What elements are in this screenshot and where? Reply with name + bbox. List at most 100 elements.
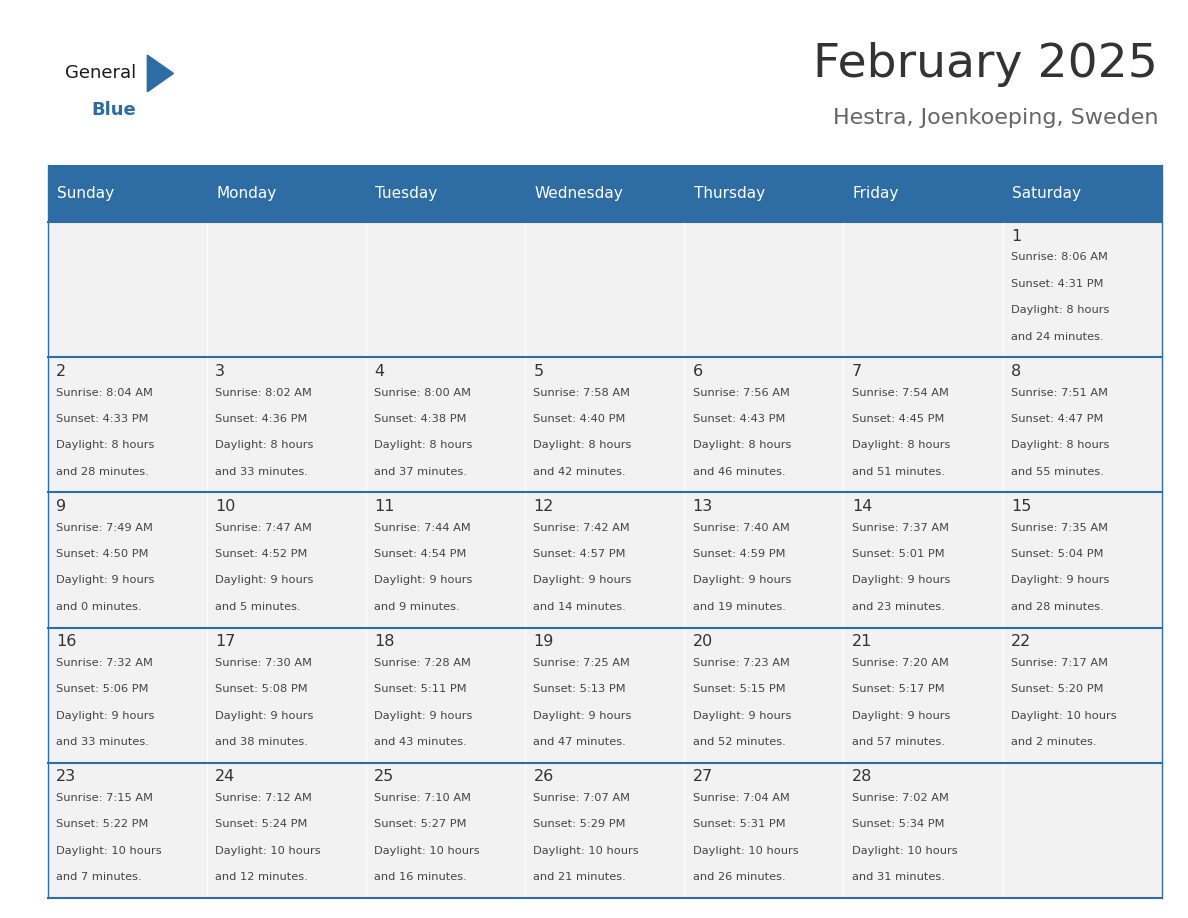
Text: Daylight: 10 hours: Daylight: 10 hours: [374, 845, 480, 856]
Text: Thursday: Thursday: [694, 186, 765, 201]
Bar: [684, 492, 843, 628]
Text: 2: 2: [56, 364, 67, 379]
Text: and 37 minutes.: and 37 minutes.: [374, 466, 467, 476]
Text: Sunrise: 7:49 AM: Sunrise: 7:49 AM: [56, 522, 153, 532]
Bar: [366, 357, 525, 492]
Text: Sunrise: 8:06 AM: Sunrise: 8:06 AM: [1011, 252, 1108, 263]
Text: Sunrise: 8:00 AM: Sunrise: 8:00 AM: [374, 387, 472, 397]
Bar: [207, 357, 366, 492]
Text: Daylight: 9 hours: Daylight: 9 hours: [56, 711, 154, 721]
Text: Sunset: 4:31 PM: Sunset: 4:31 PM: [1011, 279, 1104, 289]
Text: and 21 minutes.: and 21 minutes.: [533, 872, 626, 882]
Text: Hestra, Joenkoeping, Sweden: Hestra, Joenkoeping, Sweden: [833, 107, 1158, 128]
Text: General: General: [65, 64, 137, 83]
Bar: [366, 492, 525, 628]
Text: Sunrise: 7:10 AM: Sunrise: 7:10 AM: [374, 793, 472, 803]
Text: Daylight: 9 hours: Daylight: 9 hours: [693, 576, 791, 586]
Text: and 19 minutes.: and 19 minutes.: [693, 602, 785, 611]
Text: Daylight: 9 hours: Daylight: 9 hours: [852, 576, 950, 586]
Bar: [207, 763, 366, 898]
Text: Sunrise: 7:12 AM: Sunrise: 7:12 AM: [215, 793, 312, 803]
Text: Daylight: 10 hours: Daylight: 10 hours: [693, 845, 798, 856]
Bar: [843, 222, 1003, 357]
Text: 9: 9: [56, 498, 67, 514]
Text: and 14 minutes.: and 14 minutes.: [533, 602, 626, 611]
Text: Daylight: 9 hours: Daylight: 9 hours: [1011, 576, 1110, 586]
Text: Sunrise: 7:44 AM: Sunrise: 7:44 AM: [374, 522, 470, 532]
Bar: [525, 222, 684, 357]
Bar: [366, 165, 525, 222]
Text: 10: 10: [215, 498, 235, 514]
Text: 6: 6: [693, 364, 703, 379]
Bar: [366, 628, 525, 763]
Bar: [843, 628, 1003, 763]
Bar: [48, 628, 207, 763]
Text: Daylight: 8 hours: Daylight: 8 hours: [56, 441, 154, 451]
Text: 17: 17: [215, 634, 235, 649]
Text: Sunrise: 7:42 AM: Sunrise: 7:42 AM: [533, 522, 630, 532]
Text: and 2 minutes.: and 2 minutes.: [1011, 737, 1097, 747]
Bar: [843, 165, 1003, 222]
Text: and 5 minutes.: and 5 minutes.: [215, 602, 301, 611]
Bar: [525, 165, 684, 222]
Text: Sunrise: 7:15 AM: Sunrise: 7:15 AM: [56, 793, 153, 803]
Text: and 26 minutes.: and 26 minutes.: [693, 872, 785, 882]
Text: 28: 28: [852, 769, 872, 784]
Text: Sunset: 5:17 PM: Sunset: 5:17 PM: [852, 684, 944, 694]
Text: Daylight: 9 hours: Daylight: 9 hours: [374, 711, 473, 721]
Text: and 33 minutes.: and 33 minutes.: [215, 466, 308, 476]
Text: 27: 27: [693, 769, 713, 784]
Bar: [1003, 492, 1162, 628]
Text: Sunset: 4:43 PM: Sunset: 4:43 PM: [693, 414, 785, 424]
Text: Sunrise: 7:07 AM: Sunrise: 7:07 AM: [533, 793, 631, 803]
Text: Sunset: 4:52 PM: Sunset: 4:52 PM: [215, 549, 308, 559]
Bar: [366, 763, 525, 898]
Text: and 16 minutes.: and 16 minutes.: [374, 872, 467, 882]
Text: and 46 minutes.: and 46 minutes.: [693, 466, 785, 476]
Text: Daylight: 9 hours: Daylight: 9 hours: [693, 711, 791, 721]
Text: Sunrise: 7:37 AM: Sunrise: 7:37 AM: [852, 522, 949, 532]
Text: Sunset: 4:47 PM: Sunset: 4:47 PM: [1011, 414, 1104, 424]
Text: Daylight: 8 hours: Daylight: 8 hours: [215, 441, 314, 451]
Text: Sunset: 4:59 PM: Sunset: 4:59 PM: [693, 549, 785, 559]
Text: and 24 minutes.: and 24 minutes.: [1011, 331, 1104, 341]
Text: Sunset: 4:36 PM: Sunset: 4:36 PM: [215, 414, 308, 424]
Bar: [207, 165, 366, 222]
Bar: [843, 492, 1003, 628]
Text: 13: 13: [693, 498, 713, 514]
Bar: [48, 357, 207, 492]
Text: 11: 11: [374, 498, 394, 514]
Text: Tuesday: Tuesday: [375, 186, 437, 201]
Bar: [1003, 357, 1162, 492]
Text: Daylight: 8 hours: Daylight: 8 hours: [852, 441, 950, 451]
Bar: [48, 165, 207, 222]
Bar: [1003, 165, 1162, 222]
Text: and 38 minutes.: and 38 minutes.: [215, 737, 308, 747]
Text: Sunrise: 7:56 AM: Sunrise: 7:56 AM: [693, 387, 790, 397]
Text: Sunset: 5:34 PM: Sunset: 5:34 PM: [852, 820, 944, 829]
Bar: [684, 165, 843, 222]
Text: 7: 7: [852, 364, 862, 379]
Text: Monday: Monday: [216, 186, 277, 201]
Text: Daylight: 8 hours: Daylight: 8 hours: [1011, 305, 1110, 315]
Text: Daylight: 9 hours: Daylight: 9 hours: [374, 576, 473, 586]
Text: Sunset: 5:01 PM: Sunset: 5:01 PM: [852, 549, 944, 559]
Text: Sunset: 4:45 PM: Sunset: 4:45 PM: [852, 414, 944, 424]
Text: Sunrise: 7:58 AM: Sunrise: 7:58 AM: [533, 387, 631, 397]
Bar: [366, 222, 525, 357]
Text: and 52 minutes.: and 52 minutes.: [693, 737, 785, 747]
Text: Sunrise: 7:28 AM: Sunrise: 7:28 AM: [374, 658, 472, 667]
Text: 19: 19: [533, 634, 554, 649]
Text: Sunset: 5:22 PM: Sunset: 5:22 PM: [56, 820, 148, 829]
Text: Sunrise: 7:40 AM: Sunrise: 7:40 AM: [693, 522, 790, 532]
Text: Sunset: 5:11 PM: Sunset: 5:11 PM: [374, 684, 467, 694]
Text: Daylight: 9 hours: Daylight: 9 hours: [56, 576, 154, 586]
Text: Daylight: 9 hours: Daylight: 9 hours: [852, 711, 950, 721]
Text: Daylight: 8 hours: Daylight: 8 hours: [533, 441, 632, 451]
Text: and 55 minutes.: and 55 minutes.: [1011, 466, 1104, 476]
Bar: [684, 628, 843, 763]
Text: Sunrise: 7:23 AM: Sunrise: 7:23 AM: [693, 658, 790, 667]
Bar: [684, 222, 843, 357]
Text: Sunset: 5:08 PM: Sunset: 5:08 PM: [215, 684, 308, 694]
Text: Sunset: 5:24 PM: Sunset: 5:24 PM: [215, 820, 308, 829]
